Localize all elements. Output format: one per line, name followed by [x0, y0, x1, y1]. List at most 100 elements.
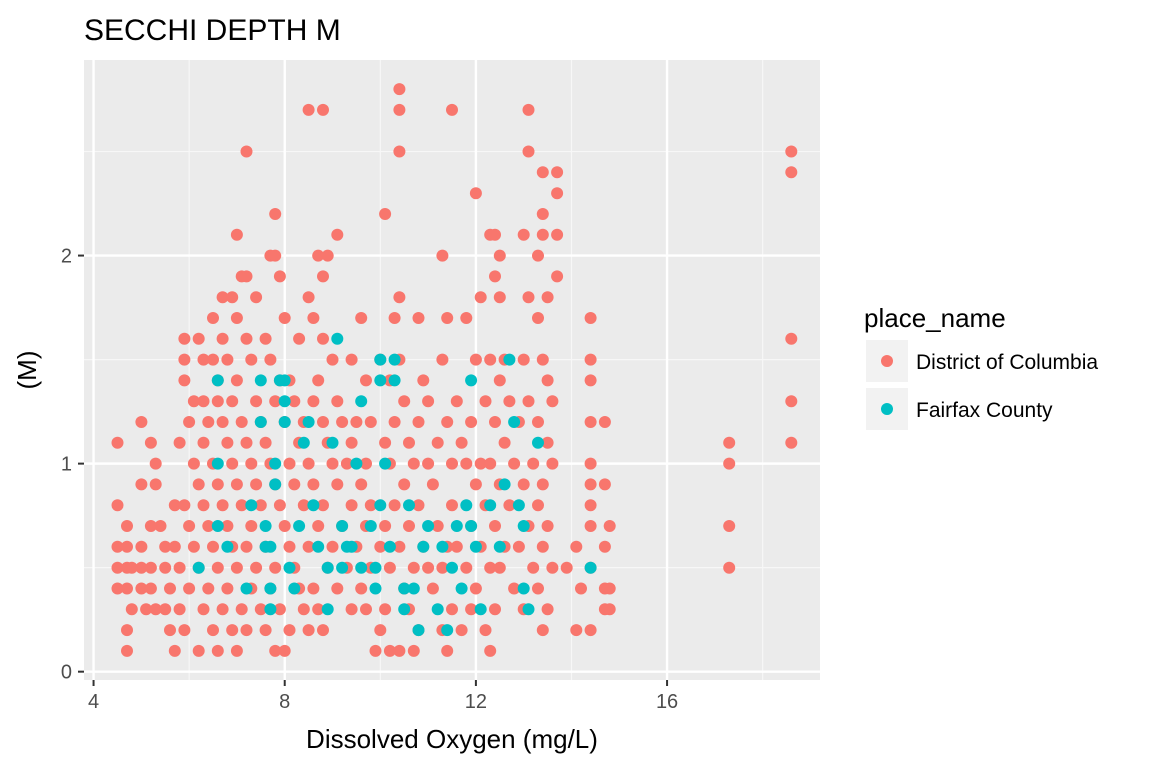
point-district-of-columbia — [211, 395, 224, 408]
point-district-of-columbia — [111, 499, 124, 512]
point-district-of-columbia — [192, 644, 205, 657]
point-district-of-columbia — [197, 603, 210, 616]
point-district-of-columbia — [250, 478, 263, 491]
point-fairfax-county — [283, 561, 296, 574]
x-tick-label: 4 — [88, 691, 99, 713]
point-fairfax-county — [264, 582, 277, 595]
point-fairfax-county — [532, 436, 544, 449]
point-district-of-columbia — [197, 395, 210, 408]
point-district-of-columbia — [469, 353, 482, 366]
point-district-of-columbia — [450, 540, 463, 553]
point-district-of-columbia — [551, 166, 564, 179]
point-district-of-columbia — [489, 416, 501, 428]
point-district-of-columbia — [125, 603, 138, 616]
major-gridlines — [84, 60, 820, 680]
point-district-of-columbia — [393, 291, 406, 304]
point-district-of-columbia — [345, 499, 358, 512]
legend-key-fairfax-county — [881, 403, 893, 415]
y-tick-labels: 0 1 2 — [61, 246, 72, 684]
point-district-of-columbia — [469, 187, 482, 200]
point-district-of-columbia — [111, 436, 124, 449]
legend-key-district-of-columbia — [881, 355, 893, 367]
point-district-of-columbia — [412, 312, 425, 324]
point-district-of-columbia — [388, 499, 401, 512]
point-district-of-columbia — [312, 603, 325, 616]
point-district-of-columbia — [584, 416, 597, 428]
point-district-of-columbia — [307, 478, 320, 491]
point-district-of-columbia — [302, 624, 315, 637]
point-district-of-columbia — [211, 561, 224, 574]
x-tick-label: 12 — [465, 691, 487, 713]
point-district-of-columbia — [532, 582, 544, 595]
point-district-of-columbia — [522, 145, 535, 158]
point-district-of-columbia — [121, 540, 133, 553]
point-fairfax-county — [293, 520, 306, 532]
point-fairfax-county — [240, 582, 253, 595]
point-district-of-columbia — [197, 353, 210, 366]
point-district-of-columbia — [278, 312, 291, 324]
point-district-of-columbia — [398, 395, 411, 408]
point-fairfax-county — [450, 520, 463, 532]
point-fairfax-county — [474, 603, 487, 616]
point-district-of-columbia — [125, 561, 138, 574]
point-district-of-columbia — [164, 582, 176, 595]
point-fairfax-county — [221, 540, 234, 553]
point-district-of-columbia — [144, 561, 157, 574]
point-district-of-columbia — [221, 520, 234, 532]
point-district-of-columbia — [598, 540, 611, 553]
point-district-of-columbia — [230, 374, 243, 387]
point-district-of-columbia — [536, 166, 549, 179]
point-district-of-columbia — [326, 457, 339, 470]
point-district-of-columbia — [723, 561, 736, 574]
point-district-of-columbia — [135, 478, 148, 491]
point-fairfax-county — [211, 374, 224, 387]
point-district-of-columbia — [536, 478, 549, 491]
x-tick-labels: 4 8 12 16 — [88, 691, 678, 713]
point-district-of-columbia — [159, 540, 172, 553]
point-district-of-columbia — [340, 457, 353, 470]
point-district-of-columbia — [164, 624, 176, 637]
point-fairfax-county — [269, 457, 282, 470]
point-fairfax-county — [278, 374, 291, 387]
point-district-of-columbia — [536, 208, 549, 220]
point-district-of-columbia — [111, 561, 124, 574]
point-district-of-columbia — [317, 499, 329, 512]
point-district-of-columbia — [240, 436, 253, 449]
point-district-of-columbia — [575, 582, 587, 595]
point-district-of-columbia — [393, 103, 406, 116]
point-district-of-columbia — [149, 478, 162, 491]
point-fairfax-county — [412, 624, 425, 637]
point-district-of-columbia — [211, 644, 224, 657]
y-axis-title: (M) — [12, 351, 42, 390]
point-district-of-columbia — [168, 499, 181, 512]
legend-item-fairfax-county: Fairfax County — [866, 388, 1053, 430]
point-district-of-columbia — [379, 520, 392, 532]
point-fairfax-county — [446, 561, 458, 574]
point-district-of-columbia — [273, 499, 286, 512]
point-district-of-columbia — [541, 603, 554, 616]
point-district-of-columbia — [584, 353, 597, 366]
point-fairfax-county — [493, 540, 506, 553]
point-fairfax-county — [350, 457, 363, 470]
point-fairfax-county — [398, 582, 411, 595]
point-fairfax-county — [254, 416, 267, 428]
point-district-of-columbia — [259, 624, 272, 637]
point-district-of-columbia — [493, 561, 506, 574]
point-district-of-columbia — [536, 540, 549, 553]
point-district-of-columbia — [426, 478, 439, 491]
point-fairfax-county — [388, 374, 401, 387]
legend-label-district-of-columbia: District of Columbia — [916, 351, 1098, 374]
point-fairfax-county — [307, 499, 320, 512]
point-district-of-columbia — [302, 291, 315, 304]
point-district-of-columbia — [235, 416, 248, 428]
point-fairfax-county — [379, 457, 392, 470]
point-district-of-columbia — [307, 395, 320, 408]
point-district-of-columbia — [273, 603, 286, 616]
point-district-of-columbia — [259, 332, 272, 345]
point-fairfax-county — [254, 374, 267, 387]
point-fairfax-county — [508, 416, 521, 428]
point-district-of-columbia — [536, 624, 549, 637]
point-district-of-columbia — [178, 499, 191, 512]
point-fairfax-county — [522, 603, 535, 616]
point-fairfax-county — [345, 540, 358, 553]
